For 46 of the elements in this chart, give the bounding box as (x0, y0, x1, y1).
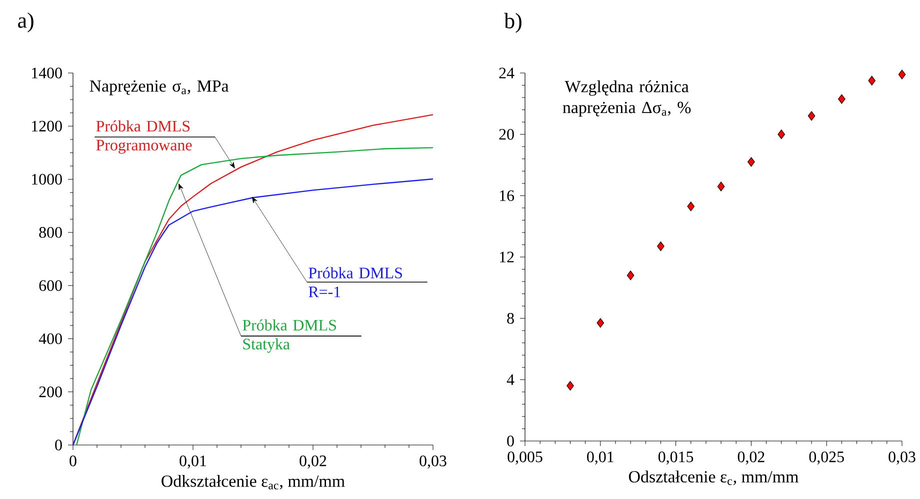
y-tick-label: 800 (39, 227, 62, 238)
x-tick-label: 0,005 (508, 452, 542, 465)
y-tick-label: 1400 (32, 68, 62, 78)
x-tick-label: 0,01 (587, 452, 614, 465)
y-tick-label: 16 (500, 190, 514, 202)
point (868, 76, 876, 86)
text: Próbka DMLS Programowane (96, 120, 192, 154)
chart-title: b) (504, 12, 522, 33)
point (687, 202, 695, 212)
y-axis-title: Względna różnica naprężenia Δσ$_{a}$, % (562, 80, 691, 117)
x-tick-label: 0,02 (300, 456, 326, 469)
y-axis-title: Naprężenie σ$_{a}$, MPa (90, 80, 229, 96)
point (657, 241, 664, 252)
y-tick-label: 1000 (32, 174, 62, 185)
x-axis-title: Odkształcenie ε$_{ac}$, mm/mm (162, 474, 345, 490)
point (717, 182, 725, 192)
x-tick-label: 0 (70, 456, 76, 466)
x-axis-title: Odształcenie ε$_{c}$, mm/mm (628, 470, 798, 486)
y-tick-label: 600 (39, 280, 62, 291)
y-tick-label: 400 (38, 333, 62, 344)
chart-title: a) (18, 12, 34, 32)
x-tick-label: 0,02 (738, 452, 764, 465)
y-tick-label: 0 (507, 436, 514, 446)
text: Próbka DMLS R=-1 (308, 267, 402, 298)
y-tick-label: 1200 (32, 120, 62, 132)
y-tick-label: 12 (500, 252, 514, 262)
point (778, 130, 786, 140)
text: Próbka DMLS Statyka (242, 319, 336, 353)
point (626, 270, 634, 280)
y-tick-label: 200 (39, 386, 62, 398)
point (898, 70, 906, 80)
point (596, 318, 604, 328)
x-tick-label: 0,015 (658, 452, 694, 465)
point (838, 94, 846, 104)
y-tick-label: 20 (499, 128, 514, 140)
x-tick-label: 0,01 (180, 456, 206, 469)
y-tick-label: 0 (55, 440, 62, 450)
x-tick-label: 0,03 (888, 452, 916, 465)
x-tick-label: 0,03 (420, 456, 446, 469)
y-tick-label: 4 (506, 374, 514, 385)
x-tick-label: 0,025 (809, 452, 844, 465)
point (566, 381, 574, 391)
y-tick-label: 24 (499, 68, 514, 78)
point (748, 157, 755, 167)
point (808, 111, 816, 121)
y-tick-label: 8 (507, 312, 514, 324)
